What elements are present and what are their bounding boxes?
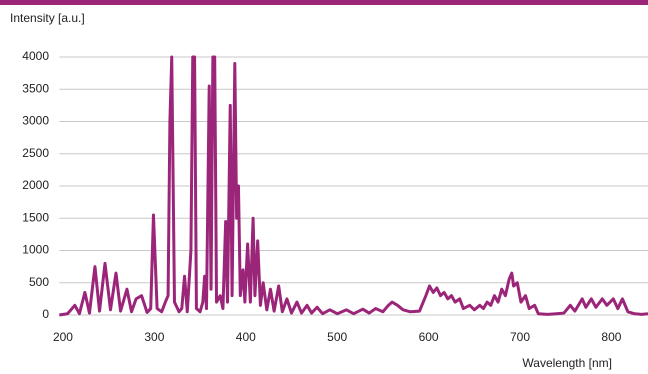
spectrum-line: [59, 55, 648, 317]
y-tick-label: 1000: [22, 243, 49, 257]
x-tick-label: 500: [327, 330, 347, 344]
x-tick-label: 300: [144, 330, 164, 344]
y-tick-label: 4000: [22, 49, 49, 63]
y-tick-label: 2500: [22, 146, 49, 160]
y-tick-label: 0: [42, 307, 49, 321]
x-tick-label: 700: [510, 330, 530, 344]
x-tick-label: 600: [419, 330, 439, 344]
y-tick-label: 2000: [22, 178, 49, 192]
x-axis-label: Wavelength [nm]: [522, 356, 612, 370]
y-axis-label: Intensity [a.u.]: [10, 11, 85, 25]
y-tick-label: 3000: [22, 114, 49, 128]
x-tick-label: 400: [236, 330, 256, 344]
y-tick-label: 1500: [22, 210, 49, 224]
top-bar: [0, 0, 648, 5]
y-tick-label: 500: [29, 275, 49, 289]
x-tick-label: 800: [601, 330, 621, 344]
x-tick-label: 200: [53, 330, 73, 344]
y-tick-label: 3500: [22, 81, 49, 95]
